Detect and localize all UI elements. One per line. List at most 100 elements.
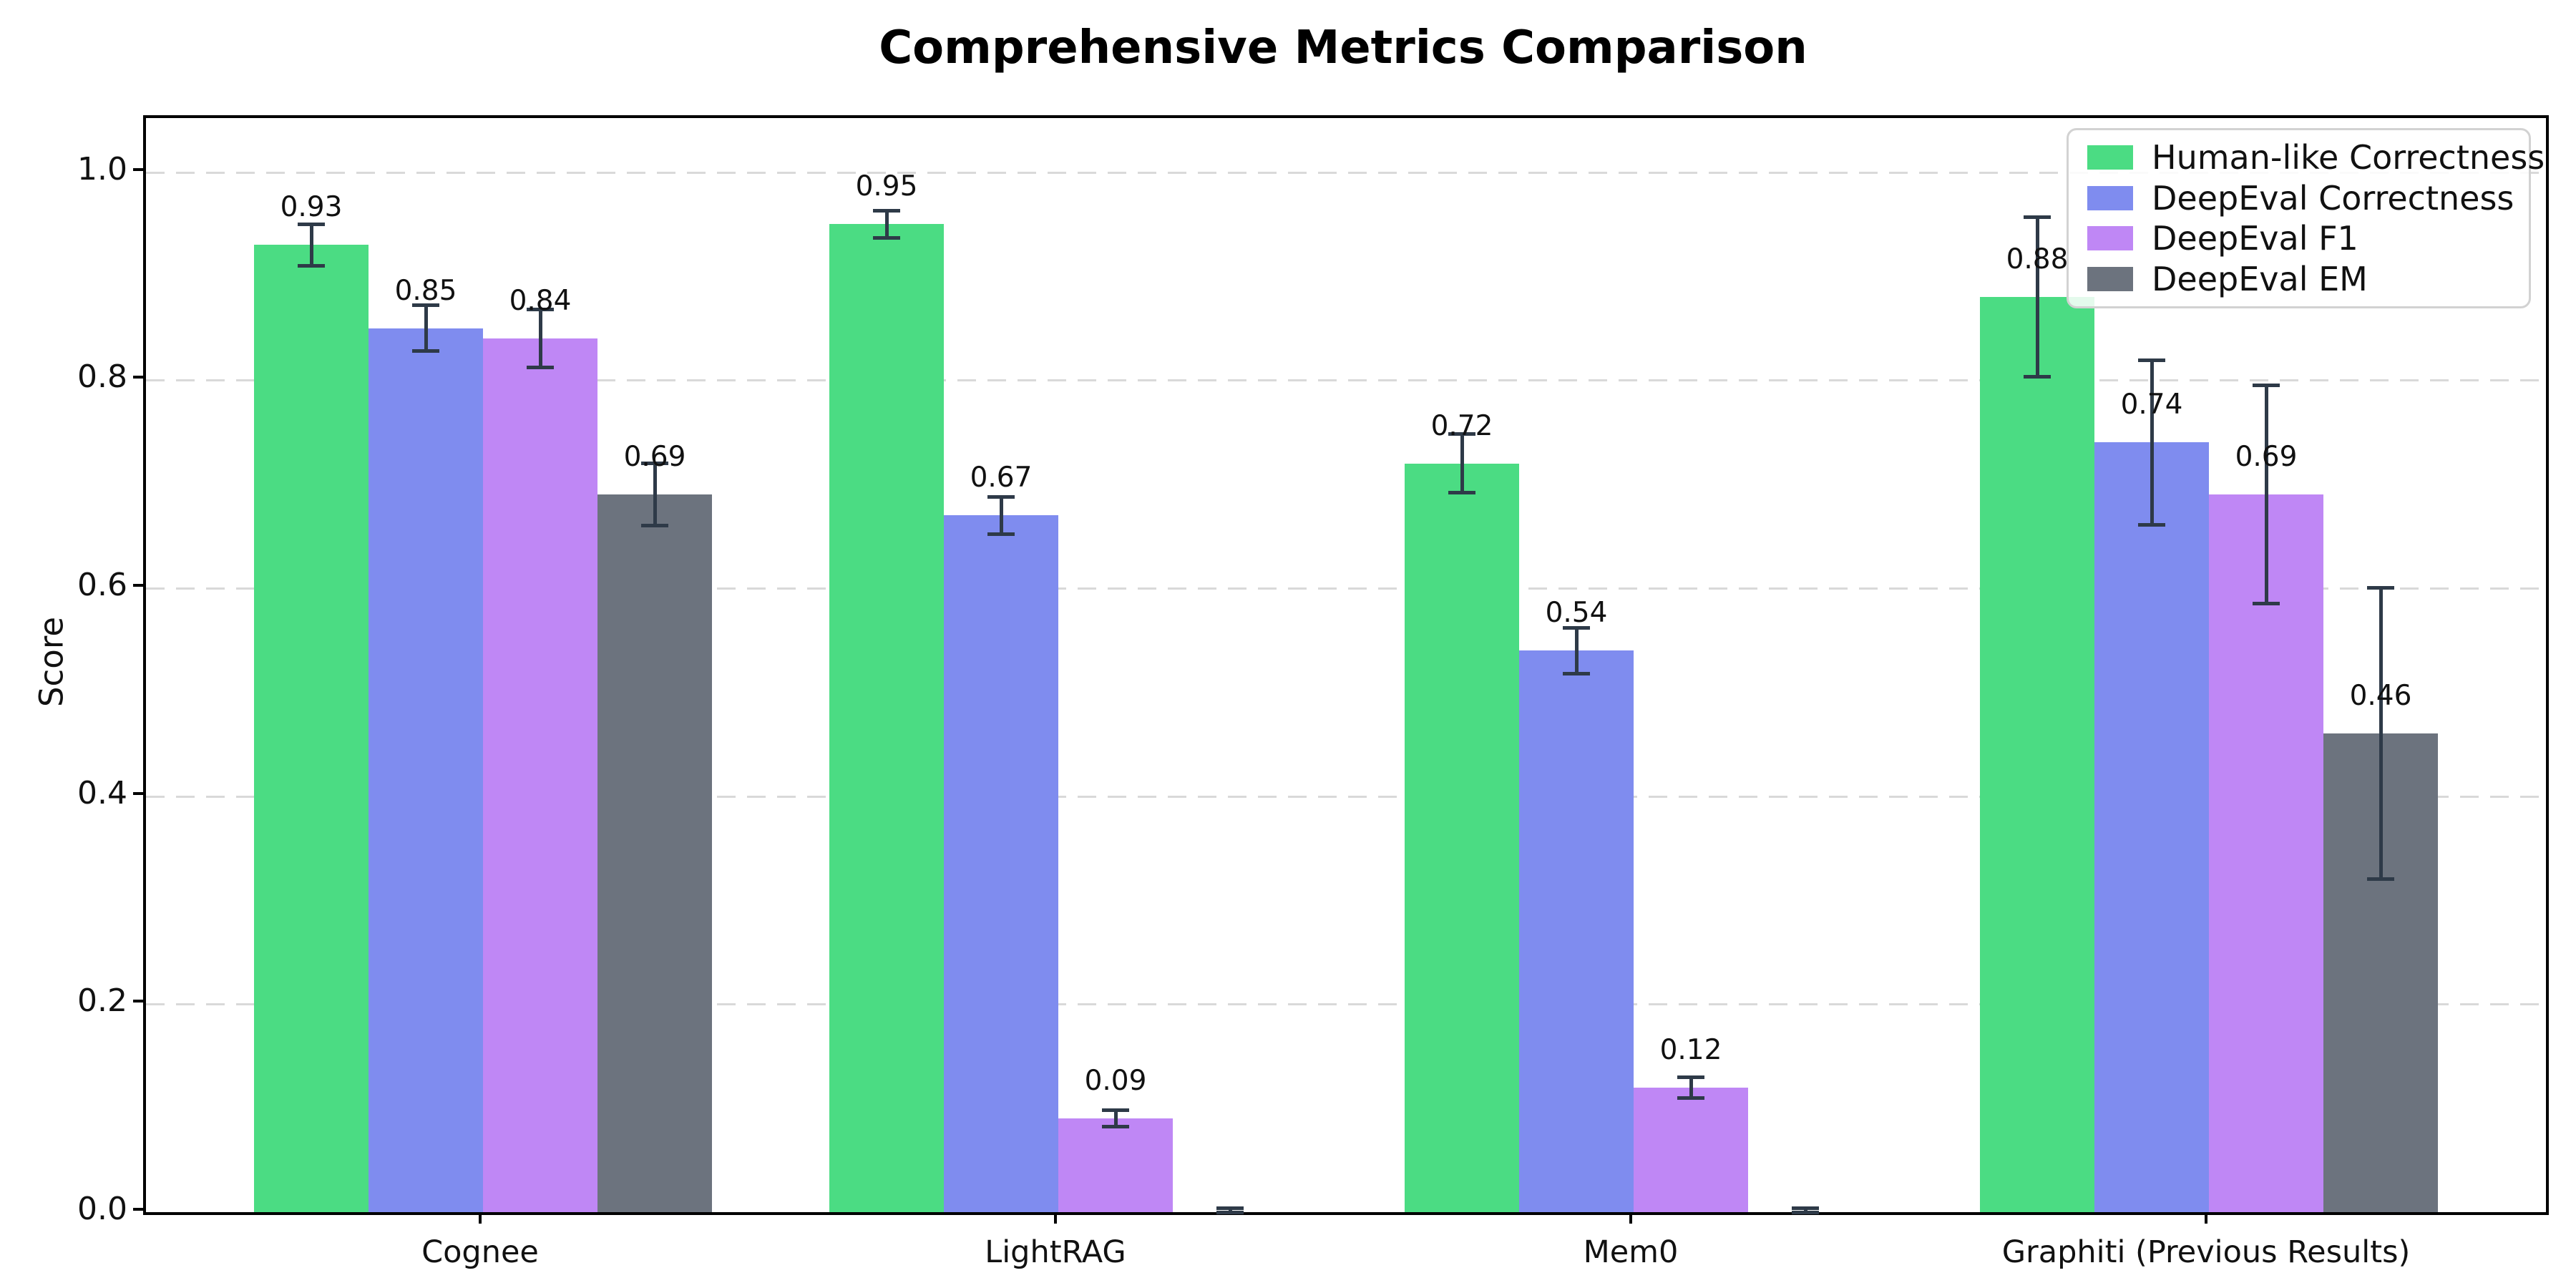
error-bar	[1113, 1110, 1118, 1127]
x-tick-label: Mem0	[1583, 1234, 1679, 1270]
bar-value-label: 0.72	[1430, 409, 1493, 442]
y-tick-label: 0.0	[77, 1191, 127, 1227]
legend-label: DeepEval Correctness	[2152, 178, 2514, 218]
error-bar-cap	[298, 222, 325, 226]
bar-value-label: 0.84	[509, 285, 572, 318]
error-bar	[2379, 587, 2383, 879]
bar-value-label: 0.74	[2120, 389, 2183, 421]
bar-deepeval-em-cognee	[597, 494, 712, 1212]
error-bar-cap	[873, 208, 900, 213]
y-tick-label: 0.4	[77, 774, 127, 811]
legend-item: Human-like Correctness	[2087, 140, 2545, 175]
error-bar	[2150, 360, 2154, 525]
bar-deepeval-correctness-graphiti-previous-results-	[2094, 442, 2209, 1212]
x-tick-mark	[2205, 1212, 2207, 1224]
error-bar-cap	[2024, 215, 2051, 219]
legend-item: DeepEval EM	[2087, 261, 2510, 297]
legend-label: Human-like Correctness	[2152, 138, 2545, 177]
error-bar-cap	[641, 524, 668, 528]
chart-title: Comprehensive Metrics Comparison	[879, 21, 1807, 74]
legend: Human-like Correctness DeepEval Correctne…	[2067, 128, 2545, 308]
bar-deepeval-f1-cognee	[483, 338, 597, 1212]
bar-deepeval-correctness-cognee	[369, 328, 483, 1212]
error-bar-cap	[641, 462, 668, 466]
bar-value-label: 0.88	[2006, 243, 2069, 275]
error-bar-cap	[1792, 1210, 1819, 1214]
x-tick-mark	[1629, 1212, 1632, 1224]
error-bar-cap	[987, 494, 1015, 499]
error-bar	[1228, 1208, 1232, 1212]
legend-label: DeepEval EM	[2152, 259, 2368, 298]
error-bar-cap	[2024, 375, 2051, 379]
legend-label: DeepEval F1	[2152, 219, 2358, 258]
error-bar-cap	[1102, 1108, 1129, 1113]
y-tick-mark	[133, 376, 145, 379]
y-tick-mark	[133, 1208, 145, 1211]
error-bar	[2264, 385, 2268, 604]
x-tick-mark	[479, 1212, 482, 1224]
y-tick-label: 0.6	[77, 566, 127, 603]
error-bar-cap	[1677, 1075, 1704, 1079]
error-bar-cap	[1216, 1210, 1244, 1214]
legend-item: DeepEval Correctness	[2087, 180, 2514, 216]
gridline	[146, 379, 2546, 382]
error-bar	[1803, 1208, 1807, 1212]
bar-deepeval-f1-mem0	[1634, 1087, 1748, 1212]
bar-value-label: 0.67	[970, 462, 1033, 494]
y-tick-label: 1.0	[77, 150, 127, 187]
x-tick-label: Cognee	[421, 1234, 539, 1270]
legend-swatch	[2087, 266, 2133, 291]
bar-value-label: 0.85	[394, 274, 457, 307]
legend-swatch	[2087, 226, 2133, 251]
error-bar-cap	[412, 349, 439, 353]
bar-human-like-correctness-lightrag	[829, 224, 944, 1212]
error-bar-cap	[1563, 671, 1590, 675]
bar-deepeval-correctness-mem0	[1519, 650, 1634, 1212]
gridline	[146, 171, 2546, 174]
error-bar-cap	[2253, 602, 2280, 606]
x-tick-label: Graphiti (Previous Results)	[2001, 1234, 2411, 1270]
y-tick-mark	[133, 791, 145, 795]
bar-deepeval-f1-lightrag	[1058, 1118, 1173, 1212]
error-bar-cap	[1563, 625, 1590, 630]
error-bar-cap	[2367, 586, 2394, 590]
bar-value-label: 0.69	[2235, 441, 2298, 474]
bar-human-like-correctness-cognee	[254, 245, 369, 1212]
gridline	[146, 795, 2546, 798]
error-bar	[653, 463, 657, 526]
error-bar-cap	[1448, 432, 1475, 436]
bar-value-label: 0.12	[1659, 1033, 1722, 1066]
bar-human-like-correctness-mem0	[1405, 463, 1519, 1212]
bar-value-label: 0.95	[855, 170, 918, 203]
y-tick-mark	[133, 1000, 145, 1003]
bar-value-label: 0.69	[623, 441, 686, 474]
error-bar	[1460, 434, 1464, 493]
y-axis-label: Score	[32, 616, 71, 708]
bar-deepeval-correctness-lightrag	[944, 515, 1058, 1212]
error-bar-cap	[527, 307, 554, 311]
error-bar-cap	[873, 235, 900, 240]
y-tick-label: 0.2	[77, 982, 127, 1020]
error-bar-cap	[2253, 384, 2280, 388]
error-bar-cap	[1102, 1125, 1129, 1129]
error-bar	[1689, 1077, 1693, 1098]
error-bar-cap	[1792, 1206, 1819, 1210]
error-bar	[538, 309, 542, 368]
error-bar	[999, 497, 1003, 535]
bar-value-label: 0.54	[1545, 597, 1608, 630]
error-bar	[884, 210, 889, 238]
bar-human-like-correctness-graphiti-previous-results-	[1980, 297, 2094, 1212]
error-bar-cap	[2367, 877, 2394, 882]
error-bar	[424, 305, 428, 351]
error-bar-cap	[2138, 358, 2165, 363]
error-bar-cap	[987, 532, 1015, 536]
bar-deepeval-f1-graphiti-previous-results-	[2209, 494, 2323, 1212]
y-tick-mark	[133, 167, 145, 171]
x-tick-mark	[1054, 1212, 1057, 1224]
y-tick-label: 0.8	[77, 358, 127, 396]
legend-swatch	[2087, 145, 2133, 170]
bar-value-label: 0.09	[1084, 1065, 1147, 1098]
bar-value-label: 0.93	[280, 191, 343, 224]
bar-value-label: 0.46	[2349, 680, 2412, 713]
